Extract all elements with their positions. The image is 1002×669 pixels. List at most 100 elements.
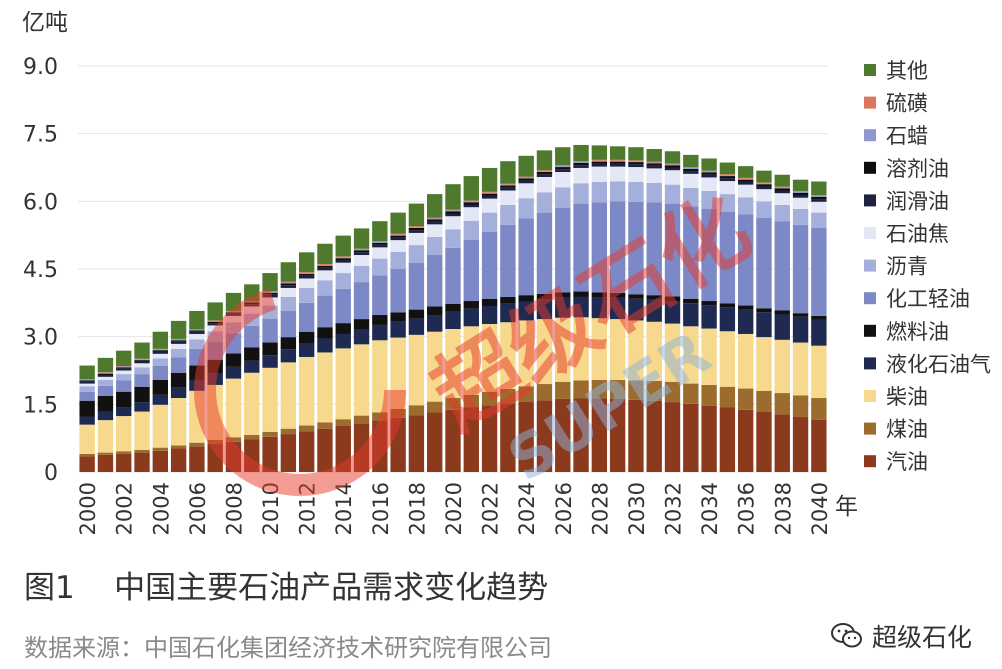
bar-segment (189, 330, 205, 332)
bar-segment (701, 384, 717, 406)
bar-segment (573, 183, 589, 204)
bar-segment (811, 319, 827, 346)
bar-segment (628, 380, 644, 400)
bar-segment (408, 415, 425, 472)
bar-segment (555, 167, 571, 170)
bar-segment (756, 189, 772, 202)
bar-segment (353, 228, 370, 249)
bar-segment (555, 292, 571, 298)
bar-segment (719, 162, 736, 175)
bar-segment (79, 456, 95, 472)
bar-segment (390, 312, 406, 322)
legend-label: 硫磺 (886, 92, 928, 116)
bar-segment (390, 212, 406, 234)
legend-swatch (864, 357, 876, 370)
bar-segment (792, 313, 809, 317)
bar-segment (335, 235, 351, 257)
bar-segment (408, 262, 425, 310)
bar-segment (353, 329, 370, 345)
bar-segment (536, 172, 553, 175)
bar-segment (518, 386, 534, 402)
bar-segment (683, 326, 699, 384)
bar-segment (683, 167, 699, 168)
bar-segment (774, 414, 790, 472)
bar-segment (811, 345, 827, 399)
bar-segment (500, 322, 516, 389)
bar-segment (317, 267, 333, 271)
bar-segment (353, 250, 370, 253)
x-tick-label: 2024 (515, 482, 539, 535)
bar-segment (445, 211, 461, 214)
bar-segment (225, 378, 242, 438)
bar-segment (738, 179, 754, 182)
bar-segment (97, 373, 114, 376)
bar-segment (280, 362, 297, 429)
legend-label: 石油焦 (886, 222, 949, 246)
bar-segment (280, 283, 297, 286)
bar-segment (445, 229, 461, 248)
bar-segment (701, 305, 717, 329)
bar-segment (189, 339, 205, 349)
bar-segment (134, 342, 150, 359)
bar-segment (664, 163, 681, 165)
bar-segment (664, 301, 681, 324)
bar-segment (97, 385, 114, 396)
bar-segment (189, 310, 205, 329)
bar-segment (280, 262, 297, 282)
y-axis-label: 亿吨 (22, 10, 68, 36)
bar-segment (536, 400, 553, 472)
bar-segment (591, 166, 608, 182)
bar-segment (609, 160, 626, 162)
bar-segment (152, 350, 168, 352)
bar-segment (738, 166, 754, 178)
bar-segment (591, 398, 608, 472)
bar-segment (719, 175, 736, 177)
bar-segment (262, 431, 278, 437)
bar-segment (372, 221, 388, 242)
bar-segment (573, 165, 589, 168)
bar-segment (573, 162, 589, 166)
bar-segment (280, 349, 297, 363)
bar-segment (609, 161, 626, 164)
bar-segment (536, 212, 553, 294)
bar-segment (683, 171, 699, 174)
bar-segment (792, 190, 809, 192)
bar-segment (628, 147, 644, 161)
legend-swatch (864, 390, 876, 402)
bar-segment (719, 386, 736, 408)
bar-segment (116, 366, 132, 368)
bar-segment (189, 331, 205, 334)
bar-segment (262, 273, 278, 292)
bar-segment (738, 305, 754, 310)
bar-segment (207, 302, 223, 321)
bar-segment (683, 168, 699, 172)
bar-segment (152, 349, 168, 351)
bar-segment (408, 232, 425, 246)
data-source: 数据来源：中国石化集团经济技术研究院有限公司 (24, 634, 552, 662)
bar-segment (116, 370, 132, 375)
bar-segment (427, 255, 443, 307)
y-tick-label: 3.0 (23, 326, 58, 351)
bar-segment (591, 202, 608, 293)
bar-segment (225, 366, 242, 379)
bar-segment (536, 319, 553, 385)
bar-segment (536, 192, 553, 213)
bars (79, 144, 827, 472)
bar-segment (317, 243, 333, 265)
bar-segment (463, 204, 479, 208)
bar-segment (774, 187, 790, 189)
bar-segment (756, 412, 772, 472)
bar-segment (427, 194, 443, 218)
bar-segment (756, 201, 772, 219)
bar-segment (79, 416, 95, 425)
bar-segment (792, 195, 809, 198)
bar-segment (573, 162, 589, 163)
bar-segment (719, 407, 736, 472)
bar-segment (591, 379, 608, 399)
x-tick-label: 2032 (662, 482, 686, 535)
bar-segment (738, 388, 754, 410)
bar-segment (298, 278, 315, 288)
y-tick-label: 1.5 (23, 393, 58, 418)
bar-segment (756, 390, 772, 413)
bar-segment (390, 233, 406, 235)
